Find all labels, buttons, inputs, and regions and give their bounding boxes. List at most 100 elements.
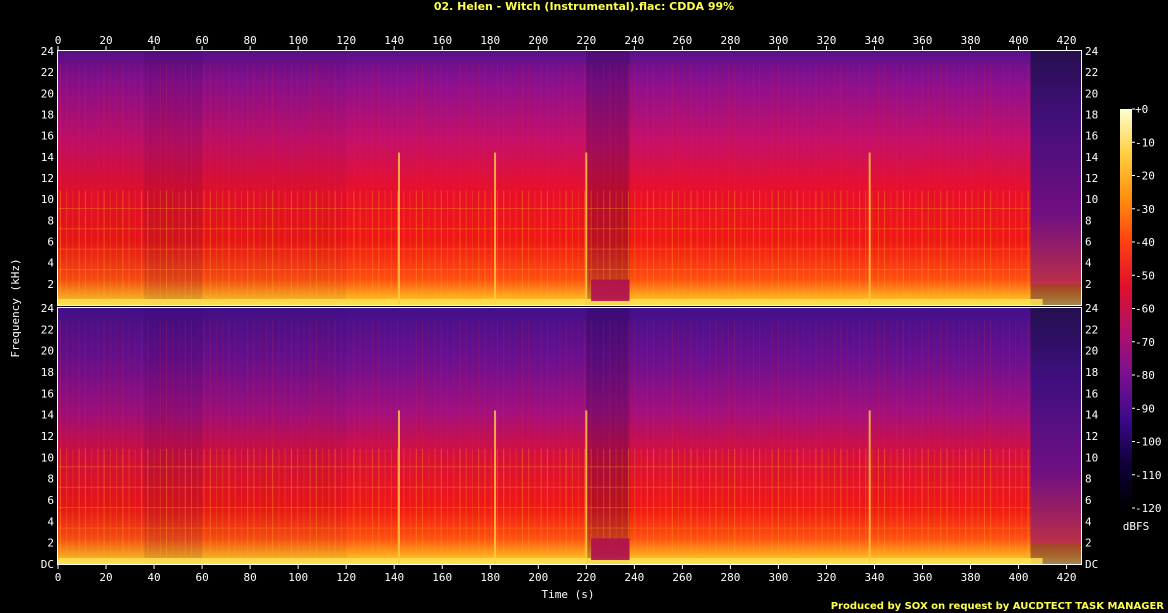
y-tick-left: 8 — [47, 473, 54, 486]
colorbar-tick: -30 — [1135, 203, 1155, 216]
x-tick-top: 260 — [672, 34, 692, 47]
x-tick-bottom: 280 — [720, 571, 740, 584]
bass-floor — [58, 299, 1043, 305]
y-tick-right: 4 — [1085, 257, 1092, 270]
y-tick-right: 24 — [1085, 45, 1099, 58]
x-tick-top: 20 — [99, 34, 112, 47]
fade-out-region — [1030, 308, 1081, 544]
x-tick-top: 360 — [913, 34, 933, 47]
colorbar-tick: -40 — [1135, 236, 1155, 249]
x-tick-top: 180 — [480, 34, 500, 47]
y-tick-left: 12 — [41, 172, 54, 185]
y-tick-left: 8 — [47, 214, 54, 227]
y-tick-left: 4 — [47, 515, 54, 528]
y-tick-right: 12 — [1085, 430, 1098, 443]
x-tick-top: 100 — [288, 34, 308, 47]
x-tick-bottom: 420 — [1057, 571, 1077, 584]
y-tick-right: 24 — [1085, 302, 1099, 315]
y-tick-right: 20 — [1085, 345, 1098, 358]
x-tick-bottom: 60 — [195, 571, 208, 584]
y-tick-left: 6 — [47, 494, 54, 507]
colorbar-tick: -120 — [1135, 502, 1162, 515]
spectrogram-band — [58, 51, 1081, 305]
y-tick-left: 2 — [47, 278, 54, 291]
section-shade — [586, 308, 630, 564]
y-tick-left: 12 — [41, 430, 54, 443]
axes: 0 0 20 20 40 40 60 60 80 80 100 100 120 120 140 140 160 1… — [41, 34, 1099, 584]
y-tick-left: 20 — [41, 87, 54, 100]
x-tick-bottom: 240 — [624, 571, 644, 584]
y-tick-right: 8 — [1085, 473, 1092, 486]
y-tick-right: 18 — [1085, 109, 1098, 122]
y-tick-left: 16 — [41, 387, 54, 400]
section-shade — [586, 51, 630, 305]
x-tick-bottom: 380 — [961, 571, 981, 584]
y-tick-right: 16 — [1085, 130, 1098, 143]
y-tick-left: 14 — [41, 409, 55, 422]
quiet-block — [591, 538, 630, 560]
y-tick-left: 18 — [41, 109, 54, 122]
section-shade — [202, 51, 347, 305]
y-tick-right: 2 — [1085, 537, 1092, 550]
x-tick-bottom: 160 — [432, 571, 452, 584]
section-shade — [144, 51, 203, 305]
colorbar-tick: -50 — [1135, 269, 1155, 282]
y-tick-right: 22 — [1085, 323, 1098, 336]
y-tick-right: 4 — [1085, 515, 1092, 528]
quiet-block — [591, 279, 630, 301]
y-tick-left: 18 — [41, 366, 54, 379]
y-tick-right: 20 — [1085, 87, 1098, 100]
x-tick-top: 0 — [55, 34, 62, 47]
bass-floor — [58, 558, 1043, 564]
x-tick-top: 300 — [768, 34, 788, 47]
colorbar-tick: -90 — [1135, 402, 1155, 415]
section-shade — [58, 51, 145, 305]
y-tick-left: 10 — [41, 451, 54, 464]
y-tick-left: 10 — [41, 193, 54, 206]
y-tick-left: 22 — [41, 323, 54, 336]
fade-out-region — [1030, 51, 1081, 285]
x-tick-top: 160 — [432, 34, 452, 47]
x-tick-bottom: 400 — [1009, 571, 1029, 584]
x-tick-bottom: 320 — [817, 571, 837, 584]
y-tick-right: 14 — [1085, 409, 1099, 422]
x-tick-bottom: 260 — [672, 571, 692, 584]
x-tick-top: 220 — [576, 34, 596, 47]
x-axis-label: Time (s) — [542, 588, 595, 601]
colorbar: +0 -10 -20 -30 -40 -50 -60 -70 -80 -90 -100 -110 -12… — [1120, 103, 1162, 533]
colorbar-tick: -10 — [1135, 136, 1155, 149]
colorbar-tick: -100 — [1135, 436, 1162, 449]
y-tick-left: 24 — [41, 45, 55, 58]
x-tick-bottom: 40 — [147, 571, 160, 584]
y-tick-left: 22 — [41, 66, 54, 79]
x-tick-top: 280 — [720, 34, 740, 47]
y-tick-right: 10 — [1085, 193, 1098, 206]
channel-1-spectrogram — [58, 51, 1081, 305]
section-shade — [58, 308, 145, 564]
x-tick-bottom: 140 — [384, 571, 404, 584]
y-tick-right: 12 — [1085, 172, 1098, 185]
y-tick-left: 20 — [41, 345, 54, 358]
y-tick-left: 16 — [41, 130, 54, 143]
x-tick-top: 120 — [336, 34, 356, 47]
x-tick-top: 420 — [1057, 34, 1077, 47]
x-tick-bottom: 200 — [528, 571, 548, 584]
panel-frame — [57, 50, 1082, 306]
colorbar-tick: -80 — [1135, 369, 1155, 382]
channel-2-spectrogram — [58, 308, 1081, 564]
section-shade — [144, 308, 203, 564]
colorbar-label: dBFS — [1123, 520, 1150, 533]
x-tick-top: 340 — [865, 34, 885, 47]
x-tick-bottom: 0 — [55, 571, 62, 584]
y-axis-label: Frequency (kHz) — [9, 258, 22, 357]
colorbar-tick: -110 — [1135, 469, 1162, 482]
credit-text: Produced by SOX on request by AUCDTECT T… — [831, 601, 1165, 612]
x-tick-top: 320 — [817, 34, 837, 47]
colorbar-scale — [1120, 109, 1132, 508]
x-tick-bottom: 340 — [865, 571, 885, 584]
x-tick-top: 200 — [528, 34, 548, 47]
y-tick-left: 2 — [47, 537, 54, 550]
x-tick-top: 80 — [243, 34, 256, 47]
x-tick-top: 40 — [147, 34, 160, 47]
chart-title: 02. Helen - Witch (Instrumental).flac: C… — [434, 0, 734, 13]
